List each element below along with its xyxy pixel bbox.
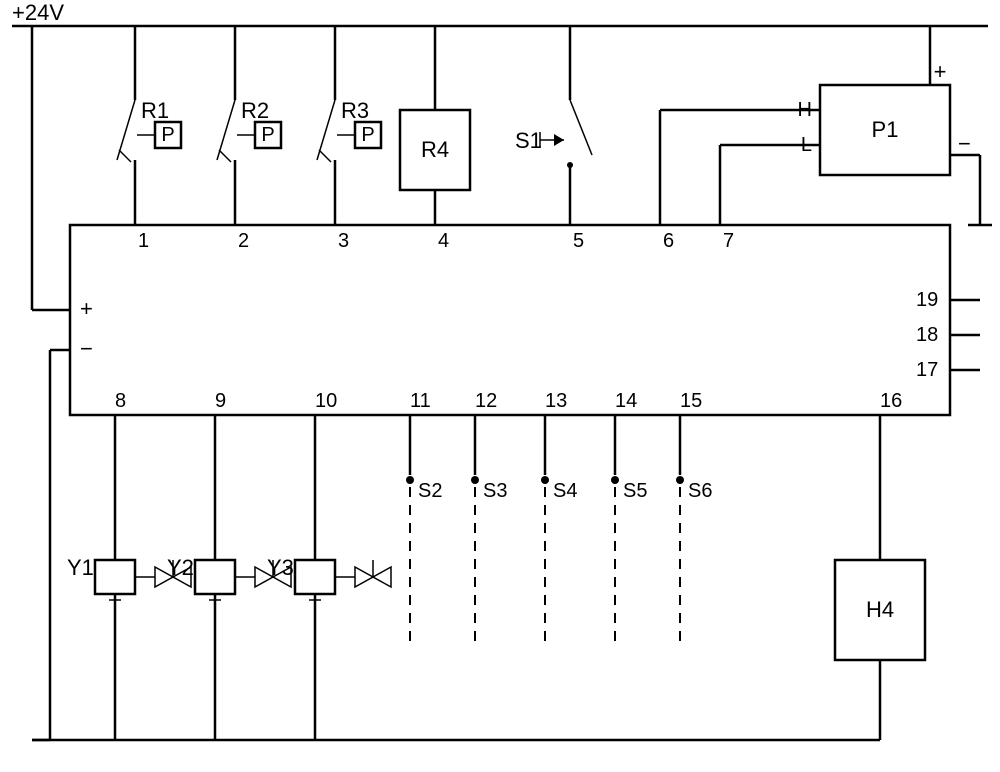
svg-text:9: 9 bbox=[215, 390, 226, 412]
svg-text:+: + bbox=[80, 296, 93, 321]
svg-text:S3: S3 bbox=[483, 480, 507, 502]
svg-text:P1: P1 bbox=[872, 117, 899, 142]
svg-text:5: 5 bbox=[573, 230, 584, 252]
svg-text:15: 15 bbox=[680, 390, 702, 412]
svg-text:S5: S5 bbox=[623, 480, 647, 502]
svg-text:1: 1 bbox=[138, 230, 149, 252]
svg-text:Y1: Y1 bbox=[67, 555, 94, 580]
svg-text:R2: R2 bbox=[241, 98, 269, 123]
svg-text:2: 2 bbox=[238, 230, 249, 252]
svg-text:−: − bbox=[80, 336, 93, 361]
svg-text:S6: S6 bbox=[688, 480, 712, 502]
svg-text:P: P bbox=[361, 124, 374, 146]
svg-text:P: P bbox=[161, 124, 174, 146]
svg-text:+24V: +24V bbox=[12, 0, 64, 25]
svg-text:17: 17 bbox=[916, 359, 938, 381]
svg-text:19: 19 bbox=[916, 289, 938, 311]
svg-text:R1: R1 bbox=[141, 98, 169, 123]
svg-text:S2: S2 bbox=[418, 480, 442, 502]
svg-text:Y3: Y3 bbox=[267, 555, 294, 580]
svg-text:6: 6 bbox=[663, 230, 674, 252]
svg-text:P: P bbox=[261, 124, 274, 146]
svg-text:+: + bbox=[934, 59, 947, 84]
svg-text:R3: R3 bbox=[341, 98, 369, 123]
svg-text:12: 12 bbox=[475, 390, 497, 412]
svg-text:S1: S1 bbox=[515, 128, 542, 153]
svg-text:3: 3 bbox=[338, 230, 349, 252]
svg-text:H4: H4 bbox=[866, 597, 894, 622]
svg-text:14: 14 bbox=[615, 390, 637, 412]
svg-text:4: 4 bbox=[438, 230, 449, 252]
svg-text:7: 7 bbox=[723, 230, 734, 252]
svg-text:−: − bbox=[958, 131, 971, 156]
svg-text:18: 18 bbox=[916, 324, 938, 346]
svg-text:13: 13 bbox=[545, 390, 567, 412]
svg-text:S4: S4 bbox=[553, 480, 577, 502]
svg-text:11: 11 bbox=[410, 390, 431, 412]
svg-text:R4: R4 bbox=[421, 137, 449, 162]
svg-text:8: 8 bbox=[115, 390, 126, 412]
svg-text:Y2: Y2 bbox=[167, 555, 194, 580]
svg-text:10: 10 bbox=[315, 390, 337, 412]
svg-text:16: 16 bbox=[880, 390, 902, 412]
